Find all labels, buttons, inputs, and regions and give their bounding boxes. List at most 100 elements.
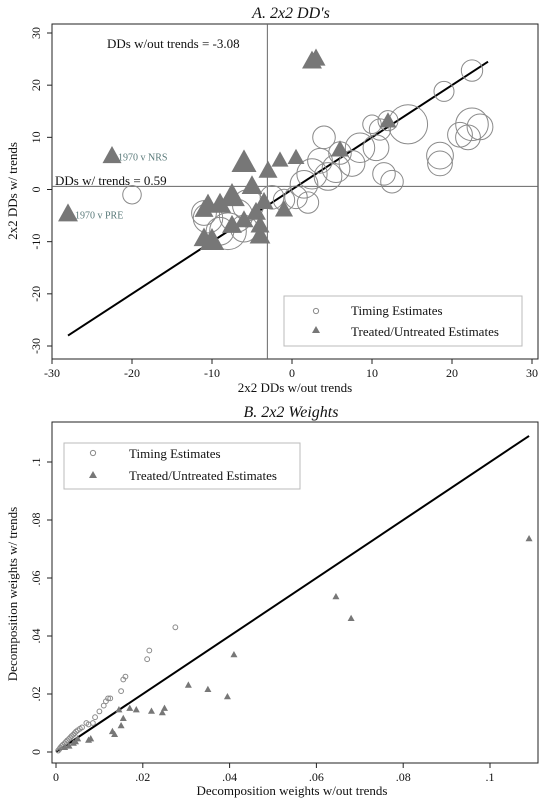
panel-a-y-tick-label: 10 <box>29 131 43 143</box>
panel-a-timing-point <box>289 169 319 199</box>
panel-a-timing-point <box>368 118 392 141</box>
panel-b-x-tick-label: .06 <box>309 770 324 784</box>
panel-b-treated-point <box>147 707 155 714</box>
panel-b-timing-point <box>172 624 179 631</box>
panel-a-x-axis-label: 2x2 DDs w/out trends <box>238 380 352 395</box>
panel-b-timing-point <box>71 730 78 737</box>
panel-a-label-1970-pre: 1970 v PRE <box>75 211 123 222</box>
panel-b-treated-point <box>332 592 340 600</box>
panel-a-timing-point <box>455 124 481 151</box>
panel-a-timing-point <box>380 169 404 194</box>
panel-b-timing-point <box>105 695 111 702</box>
panel-b-timing-point <box>73 728 79 735</box>
panel-a-timing-point <box>362 134 390 162</box>
panel-a-annotation-ymean: DDs w/ trends = 0.59 <box>55 173 167 188</box>
panel-a-treated-point <box>219 182 245 207</box>
panel-b-timing-point <box>146 647 153 654</box>
panel-a-y-axis: -30 -20 -10 0 10 20 30 <box>29 27 52 354</box>
panel-a-x-tick-label: -30 <box>44 366 60 380</box>
panel-b-timing-point <box>64 737 71 744</box>
panel-a-timing-point <box>259 184 285 210</box>
panel-b-45-degree-line <box>55 435 530 753</box>
panel-a-treated-point <box>222 214 242 233</box>
panel-a-timing-point <box>344 132 376 163</box>
panel-b-title: B. 2x2 Weights <box>244 404 339 421</box>
panel-b-timing-point <box>89 720 96 726</box>
panel-a-treated-point <box>250 215 270 233</box>
panel-b-y-tick-label: 0 <box>29 749 43 755</box>
panel-b-y-tick-label: .04 <box>29 629 43 644</box>
panel-b-legend-marker-timing <box>89 449 97 457</box>
panel-a-treated-point <box>271 151 289 167</box>
panel-b-legend-box <box>63 442 301 490</box>
panel-a-legend-label-treated: Treated/Untreated Estimates <box>351 324 499 339</box>
panel-b-treated-point <box>184 681 192 688</box>
panel-b-treated-point <box>74 735 82 742</box>
panel-b-legend-label-treated: Treated/Untreated Estimates <box>129 468 277 483</box>
panel-a-treated-point <box>249 224 271 244</box>
panel-a-treated-point <box>193 227 215 247</box>
panel-b-legend: Timing Estimates Treated/Untreated Estim… <box>63 442 301 490</box>
panel-a-y-tick-label: -20 <box>29 286 43 302</box>
panel-b-reference-lines <box>55 435 530 753</box>
panel-a-treated-point <box>231 149 257 172</box>
panel-a-x-tick-label: 30 <box>526 366 538 380</box>
panel-b-x-tick-label: .02 <box>135 770 150 784</box>
panel-b-treated-point <box>161 704 168 711</box>
panel-b-treated-point <box>525 534 533 542</box>
panel-a-y-tick-label: 30 <box>29 27 43 39</box>
panel-b-treated-point <box>115 706 123 713</box>
panel-b-treated-point <box>223 692 231 700</box>
panel-a-timing-point <box>338 150 366 177</box>
panel-b-points <box>55 534 533 754</box>
panel-b-timing-point <box>100 702 107 709</box>
panel-a-treated-point <box>258 160 278 178</box>
panel-b-treated-point <box>111 730 119 737</box>
panel-a-y-axis-label: 2x2 DDs w/ trends <box>5 142 20 240</box>
panel-a-timing-point <box>447 121 473 148</box>
panel-a-label-1970-nrs: 1970 v NRS <box>118 153 167 164</box>
panel-b-timing-point <box>96 708 103 715</box>
panel-a-y-tick-label: 20 <box>29 79 43 91</box>
panel-b-scatter: B. 2x2 Weights 0 .02 .04 .06 .08 .1 0 .02 .04 .0… <box>5 404 539 798</box>
panel-b-y-axis-label: Decomposition weights w/ trends <box>5 507 20 681</box>
panel-a-points <box>58 48 494 251</box>
panel-a-plot-frame <box>51 23 539 360</box>
panel-a-timing-point <box>296 158 328 190</box>
panel-a-treated-point <box>254 191 274 210</box>
panel-b-treated-point <box>126 704 134 711</box>
panel-a-annotation-xmean: DDs w/out trends = -3.08 <box>107 36 240 51</box>
panel-b-treated-point <box>347 614 355 621</box>
panel-a-y-tick-label: -30 <box>29 338 43 354</box>
panel-a-treated-point <box>58 203 78 222</box>
panel-b-x-tick-label: 0 <box>53 770 59 784</box>
panel-a-title: A. 2x2 DD's <box>251 5 330 22</box>
panel-b-treated-point <box>158 708 166 716</box>
panel-b-legend-marker-treated <box>89 471 97 478</box>
panel-a-treated-point <box>287 148 305 165</box>
panel-a-treated-point <box>246 201 266 220</box>
panel-a-treated-point <box>102 146 122 164</box>
panel-b-treated-point <box>132 706 140 713</box>
panel-a-annotations: DDs w/out trends = -3.08 DDs w/ trends = … <box>55 36 240 222</box>
panel-a-timing-point <box>377 110 399 132</box>
panel-a-timing-point <box>209 212 247 251</box>
panel-b-x-axis-label: Decomposition weights w/out trends <box>196 783 387 798</box>
panel-a-legend-marker-timing <box>312 307 320 315</box>
panel-a-timing-point <box>313 162 343 191</box>
panel-b-timing-point <box>92 714 98 721</box>
panel-b-timing-point <box>118 688 124 694</box>
panel-b-x-axis: 0 .02 .04 .06 .08 .1 <box>53 763 495 784</box>
panel-b-timing-point <box>122 673 129 680</box>
panel-a-x-axis: -30 -20 -10 0 10 20 30 <box>44 359 538 380</box>
panel-a-y-tick-label: 0 <box>29 187 43 193</box>
panel-b-treated-point <box>87 735 95 742</box>
panel-b-legend-label-timing: Timing Estimates <box>129 446 221 461</box>
panel-a-x-tick-label: 20 <box>446 366 458 380</box>
panel-a-treated-point <box>234 210 254 228</box>
panel-b-timing-point <box>67 734 74 741</box>
panel-a-legend-label-timing: Timing Estimates <box>351 303 443 318</box>
panel-b-x-tick-label: .04 <box>222 770 237 784</box>
panel-a-timing-point <box>460 59 484 82</box>
